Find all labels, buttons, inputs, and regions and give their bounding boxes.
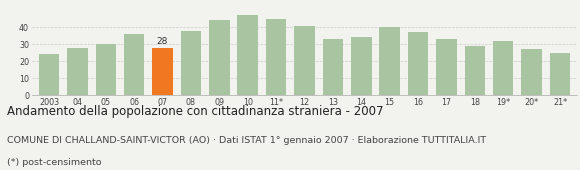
- Bar: [379, 27, 400, 95]
- Bar: [266, 19, 287, 95]
- Bar: [124, 34, 144, 95]
- Text: Andamento della popolazione con cittadinanza straniera - 2007: Andamento della popolazione con cittadin…: [7, 105, 383, 118]
- Bar: [322, 39, 343, 95]
- Bar: [96, 44, 116, 95]
- Text: COMUNE DI CHALLAND-SAINT-VICTOR (AO) · Dati ISTAT 1° gennaio 2007 · Elaborazione: COMUNE DI CHALLAND-SAINT-VICTOR (AO) · D…: [7, 136, 486, 145]
- Bar: [521, 49, 542, 95]
- Text: (*) post-censimento: (*) post-censimento: [7, 158, 101, 167]
- Bar: [351, 37, 372, 95]
- Bar: [153, 48, 173, 95]
- Bar: [436, 39, 456, 95]
- Bar: [408, 32, 428, 95]
- Bar: [181, 31, 201, 95]
- Bar: [209, 20, 230, 95]
- Bar: [67, 48, 88, 95]
- Text: 28: 28: [157, 37, 168, 46]
- Bar: [39, 54, 59, 95]
- Bar: [294, 26, 315, 95]
- Bar: [550, 53, 570, 95]
- Bar: [237, 15, 258, 95]
- Bar: [465, 46, 485, 95]
- Bar: [493, 41, 513, 95]
